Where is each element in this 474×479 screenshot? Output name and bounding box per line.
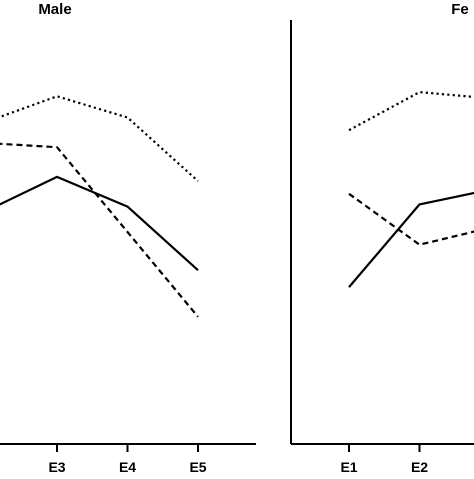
panel-1-tick-label-E4: E4 [119,459,136,474]
panel-1-series-dashed-line [0,142,199,318]
panel-2-series-dotted-line [348,90,474,132]
panel-1-series-solid-line [0,175,199,272]
panel-1-tick-label-E5: E5 [189,459,206,474]
panel-2: Fe E1 E2 [290,1,474,475]
panel-2-title: Fe [451,1,469,18]
panel-1: Male E3 E4 E5 [0,1,256,475]
panel-2-series-solid-line [348,191,474,288]
panel-2-tick-label-E2: E2 [411,459,428,474]
panel-2-series-dashed-line [348,192,474,246]
panel-2-tick-label-E1: E1 [340,459,357,474]
panel-1-tick-label-E3: E3 [48,459,65,474]
panel-1-series-dotted-line [0,95,199,182]
panel-1-title: Male [38,1,71,18]
